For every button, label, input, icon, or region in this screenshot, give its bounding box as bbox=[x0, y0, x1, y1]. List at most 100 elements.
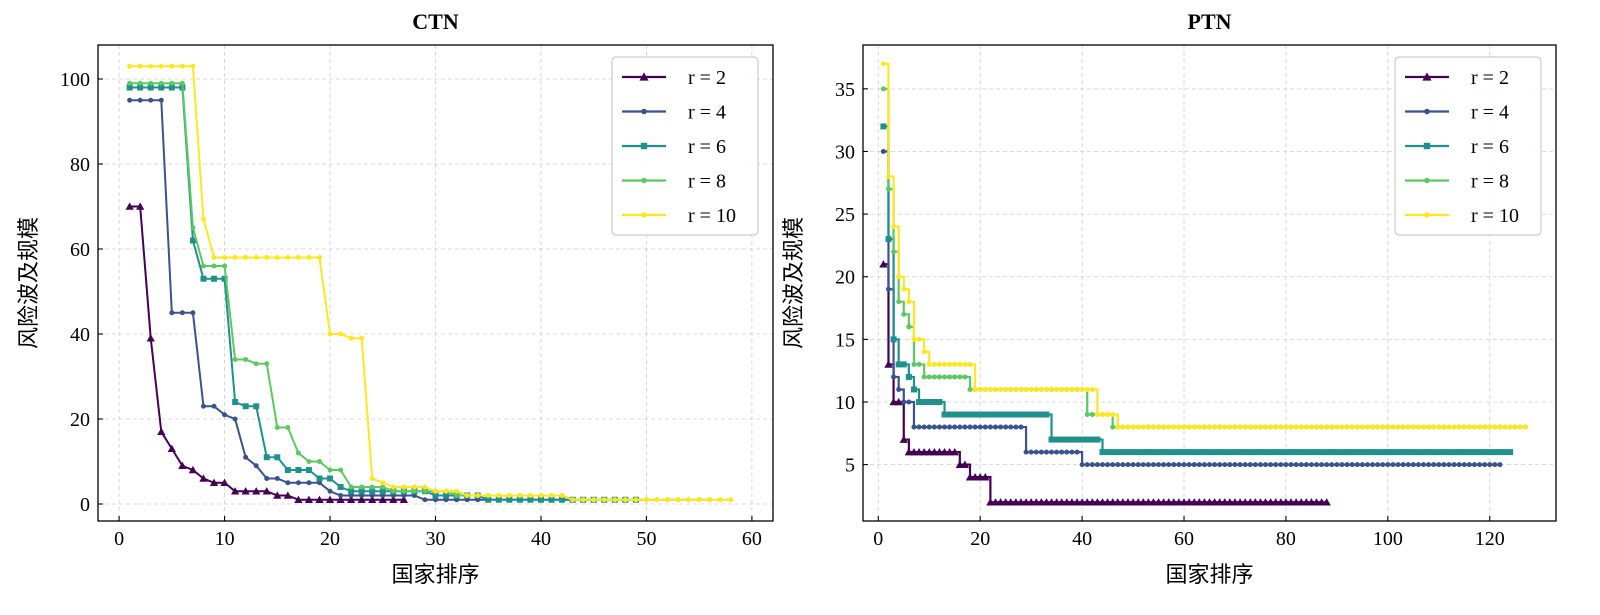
ctn-data-point-2 bbox=[327, 475, 334, 482]
ptn-data-point-2 bbox=[1282, 449, 1289, 456]
ptn-data-point-4 bbox=[977, 386, 983, 392]
ptn-data-point-4 bbox=[1319, 424, 1325, 430]
ctn-series-line-2 bbox=[129, 86, 636, 501]
ptn-data-point-1 bbox=[1084, 462, 1090, 468]
ctn-data-point-2 bbox=[274, 454, 281, 461]
ptn-data-point-2 bbox=[1165, 449, 1172, 456]
ctn-data-point-2 bbox=[358, 488, 365, 495]
ptn-data-point-4 bbox=[1273, 424, 1279, 430]
ptn-data-point-2 bbox=[1328, 449, 1335, 456]
ctn-data-point-2 bbox=[221, 275, 228, 282]
ptn-data-point-3 bbox=[957, 374, 963, 380]
ctn-data-point-1 bbox=[243, 454, 249, 460]
ptn-data-point-4 bbox=[1217, 424, 1223, 430]
ctn-data-point-4 bbox=[454, 488, 460, 494]
ctn-panel: 0 10 20 30 40 50 60 0 20 40 60 80 100 CTN 国家排序 风险波及规模 r … bbox=[16, 9, 774, 587]
ptn-data-point-2 bbox=[1023, 411, 1030, 418]
ptn-data-point-1 bbox=[1329, 462, 1335, 468]
ptn-data-point-3 bbox=[952, 374, 958, 380]
ptn-data-point-1 bbox=[1064, 449, 1070, 455]
ptn-data-point-4 bbox=[1054, 386, 1060, 392]
ptn-data-point-4 bbox=[1410, 424, 1416, 430]
ptn-data-point-1 bbox=[1288, 462, 1294, 468]
ptn-data-point-4 bbox=[1441, 424, 1447, 430]
ctn-data-point-4 bbox=[422, 484, 428, 490]
ptn-data-point-1 bbox=[1003, 424, 1009, 430]
ptn-data-point-2 bbox=[1186, 449, 1193, 456]
ptn-data-point-0 bbox=[899, 435, 908, 443]
ptn-data-point-4 bbox=[1186, 424, 1192, 430]
ptn-data-point-2 bbox=[1354, 449, 1361, 456]
ptn-data-point-4 bbox=[1334, 424, 1340, 430]
ptn-data-point-1 bbox=[1008, 424, 1014, 430]
ptn-data-point-1 bbox=[1263, 462, 1269, 468]
ptn-data-point-2 bbox=[1084, 436, 1091, 443]
ptn-data-point-4 bbox=[1344, 424, 1350, 430]
ptn-data-point-2 bbox=[1135, 449, 1142, 456]
ptn-data-point-4 bbox=[1268, 424, 1274, 430]
ptn-data-point-1 bbox=[911, 424, 917, 430]
ptn-data-point-1 bbox=[1441, 462, 1447, 468]
ctn-data-point-1 bbox=[211, 403, 217, 409]
ptn-data-point-4 bbox=[1043, 386, 1049, 392]
ptn-data-point-4 bbox=[1263, 424, 1269, 430]
ptn-data-point-2 bbox=[1262, 449, 1269, 456]
ctn-data-point-3 bbox=[190, 225, 196, 231]
ptn-legend-marker-1 bbox=[1424, 108, 1430, 115]
ptn-data-point-1 bbox=[1176, 462, 1182, 468]
ptn-data-point-4 bbox=[1115, 424, 1121, 430]
ptn-data-point-2 bbox=[961, 411, 968, 418]
ptn-data-point-1 bbox=[1415, 462, 1421, 468]
ctn-data-point-4 bbox=[728, 497, 734, 503]
ptn-data-point-1 bbox=[1426, 462, 1432, 468]
ptn-axes-frame bbox=[862, 44, 1557, 522]
ptn-data-point-1 bbox=[1293, 462, 1299, 468]
ctn-data-point-0 bbox=[389, 495, 398, 504]
ctn-y-axis-label: 风险波及规模 bbox=[16, 217, 41, 349]
ptn-data-point-1 bbox=[1477, 462, 1483, 468]
ptn-data-point-4 bbox=[1370, 424, 1376, 430]
ptn-panel: 0 20 40 60 80 100 120 5 10 15 20 25 30 35 PTN 国家排序 风险波及规… bbox=[781, 9, 1557, 587]
ctn-data-point-4 bbox=[401, 484, 407, 490]
ptn-data-point-0 bbox=[960, 460, 970, 468]
ctn-data-point-0 bbox=[368, 495, 377, 504]
ctn-series-4 bbox=[127, 63, 734, 503]
ctn-x-tick-label: 60 bbox=[742, 528, 762, 550]
ptn-data-point-2 bbox=[1033, 411, 1040, 418]
ptn-data-point-1 bbox=[1242, 462, 1248, 468]
ptn-data-point-1 bbox=[1105, 462, 1111, 468]
ptn-data-point-2 bbox=[1466, 449, 1473, 456]
ptn-data-point-4 bbox=[1207, 424, 1212, 430]
ctn-data-point-4 bbox=[232, 255, 238, 260]
ctn-data-point-1 bbox=[179, 310, 185, 316]
ctn-data-point-3 bbox=[232, 357, 238, 362]
ptn-data-point-1 bbox=[931, 424, 937, 430]
ctn-data-point-0 bbox=[125, 202, 134, 210]
ptn-data-point-1 bbox=[891, 374, 897, 380]
ptn-data-point-2 bbox=[1109, 449, 1116, 456]
ptn-data-point-1 bbox=[1451, 462, 1457, 468]
ctn-data-point-1 bbox=[327, 488, 333, 494]
ctn-data-point-1 bbox=[295, 480, 301, 486]
ctn-data-point-3 bbox=[158, 80, 164, 86]
ptn-data-point-2 bbox=[910, 386, 917, 393]
ptn-data-point-2 bbox=[1012, 411, 1019, 418]
ptn-data-point-4 bbox=[1110, 412, 1116, 418]
ptn-data-point-4 bbox=[1242, 424, 1248, 430]
ptn-data-point-4 bbox=[896, 274, 902, 280]
ctn-series-2 bbox=[126, 84, 639, 503]
ptn-data-point-2 bbox=[1155, 449, 1162, 456]
ptn-legend-label-1: r = 4 bbox=[1471, 102, 1509, 124]
ptn-data-point-1 bbox=[957, 424, 963, 430]
ctn-data-point-2 bbox=[211, 275, 218, 282]
ctn-data-point-4 bbox=[211, 255, 217, 260]
ctn-data-point-4 bbox=[591, 497, 597, 503]
ptn-series-4 bbox=[880, 61, 1528, 430]
ctn-data-point-4 bbox=[295, 255, 301, 260]
ctn-data-point-4 bbox=[327, 331, 333, 337]
ctn-legend: r = 2 r = 4 r = 6 r = 8 r = 10 bbox=[611, 56, 759, 236]
ctn-data-point-0 bbox=[241, 487, 250, 495]
ptn-data-point-1 bbox=[1181, 462, 1187, 468]
ptn-data-point-4 bbox=[1492, 424, 1498, 430]
ptn-y-tick-label: 30 bbox=[835, 141, 855, 163]
